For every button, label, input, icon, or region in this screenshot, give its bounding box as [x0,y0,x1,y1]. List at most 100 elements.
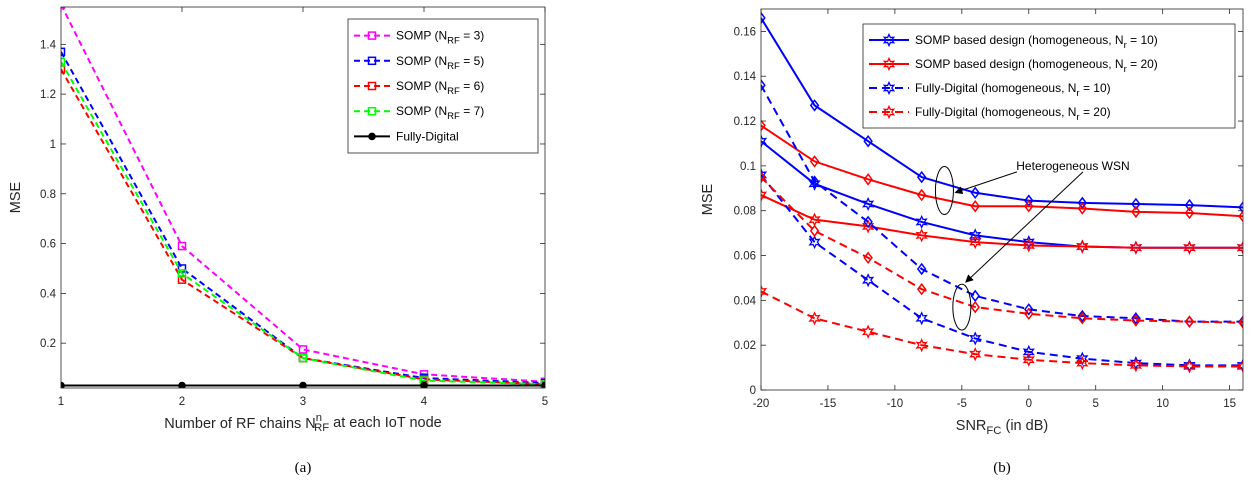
x-tick-label: 15 [1223,398,1236,410]
data-point [1238,210,1243,223]
data-point [809,99,820,112]
series-line [761,124,1243,218]
data-point [970,300,980,314]
annotation-arrow [965,171,1084,283]
y-tick-label: 0.04 [734,295,757,307]
data-point [61,47,66,57]
data-point [861,273,875,288]
data-point [861,196,875,212]
data-point [299,381,307,388]
annotation-ellipse [934,166,954,216]
data-point [969,331,982,346]
data-point [1183,240,1196,255]
data-point [1022,235,1035,250]
legend-swatch-marker [882,104,896,120]
data-point [1077,312,1088,325]
data-point [761,134,768,149]
x-tick-label: 2 [179,396,185,408]
data-point [809,155,820,168]
data-point [969,235,982,250]
x-tick-label: -20 [753,398,770,410]
data-point [761,284,768,299]
data-point [177,275,187,284]
data-point [916,262,927,276]
data-point [178,381,186,388]
axes-frame [760,8,1244,391]
data-point [1024,199,1034,213]
legend-swatch-marker [367,106,377,116]
legend-swatch-marker [882,80,896,96]
legend-swatch-marker [367,31,377,40]
legend-swatch-marker [882,56,896,72]
data-point [1022,344,1035,359]
y-tick-label: 0.6 [40,239,56,251]
legend-label: SOMP based design (homogeneous, Nr = 10) [915,33,1158,51]
x-tick-label: -15 [820,398,837,410]
legend-label: SOMP based design (homogeneous, Nr = 20) [915,57,1158,75]
data-point [808,311,821,326]
data-point [1236,358,1243,373]
data-point [298,353,308,363]
data-point [1022,238,1035,253]
data-point [809,224,820,238]
x-tick-label: 1 [58,396,64,408]
data-point [863,215,873,229]
data-point [916,188,927,202]
x-tick-label: 5 [1093,398,1099,410]
series-line [761,290,1243,368]
y-tick-label: 0.12 [734,116,756,128]
data-point [916,282,927,296]
series-line [61,51,545,385]
data-point [915,228,928,243]
data-point [761,170,766,184]
chart-panel-a: 1 2 3 4 5 0.2 0.4 0.6 0.8 1 1.2 1.4 Number of RF cha… [8,6,548,476]
data-point [1129,356,1143,371]
data-point [1131,197,1141,211]
y-tick-label: 1.2 [40,89,56,101]
x-tick-label: -10 [887,398,904,410]
y-tick-label: 0 [750,385,756,397]
data-point [1129,240,1143,255]
series-layer [61,7,545,388]
data-point [915,311,928,326]
data-point [969,347,982,362]
data-point [1077,309,1088,323]
axes-frame [60,6,546,389]
x-tick-label: 5 [542,396,548,408]
legend-label: SOMP (NRF = 5) [396,54,484,72]
y-tick-label: 1.4 [40,39,57,51]
data-point [298,345,308,354]
data-point [177,241,187,251]
data-point [541,381,545,388]
data-point [1022,352,1035,367]
annotation-label: Heterogeneous WSN [1016,159,1129,173]
figure-caption: (b) [993,460,1011,476]
legend-label: SOMP (NRF = 6) [396,79,484,97]
series-line [761,194,1243,249]
data-point [1236,240,1243,255]
data-point [863,173,873,186]
legend-swatch-marker [367,81,377,91]
y-tick-label: 0.4 [40,288,57,300]
y-tick-label: 1 [50,139,56,151]
data-point [916,170,927,184]
series-layer [761,11,1243,374]
y-axis-label: MSE [8,181,24,213]
data-point [1131,312,1141,325]
legend-box [862,23,1236,129]
series-line [761,17,1243,209]
data-point [969,228,982,243]
y-tick-label: 0.14 [734,71,757,83]
data-point [1129,358,1143,373]
data-point [970,199,980,213]
data-point [1238,201,1243,214]
data-point [1076,351,1089,366]
data-point [420,381,428,388]
data-point [1184,206,1195,220]
series-line [761,84,1243,323]
legend: SOMP (NRF = 3) SOMP (NRF = 5) SOMP (NRF = … [347,18,539,154]
data-point [761,11,766,25]
data-point [761,187,768,203]
data-point [1184,198,1195,212]
